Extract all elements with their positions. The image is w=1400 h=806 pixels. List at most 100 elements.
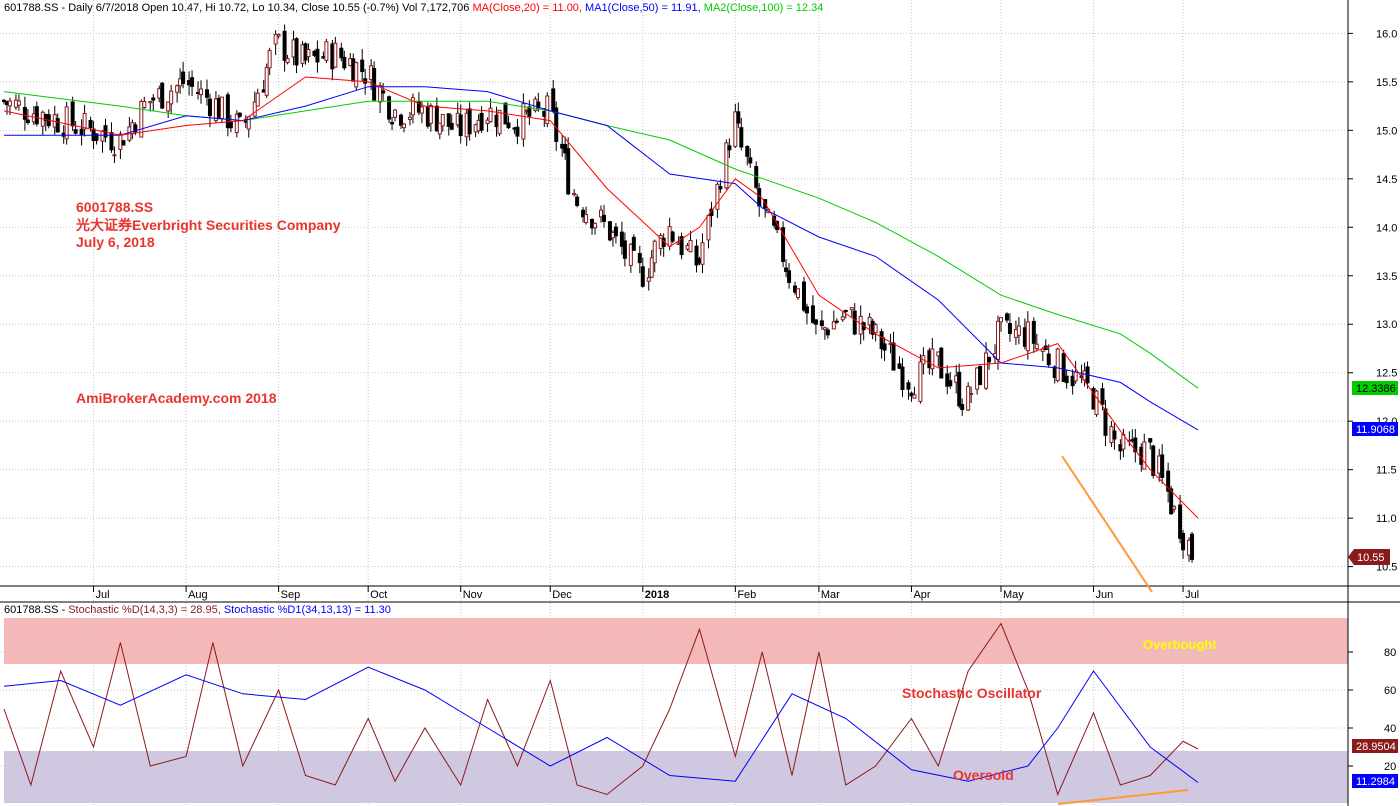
ma100-header-label: MA2(Close,100) = 12.34 — [704, 2, 824, 14]
annotation-date: July 6, 2018 — [76, 234, 155, 250]
ma50-value-text: 11.9068 — [1356, 424, 1395, 436]
candle-body — [1055, 348, 1060, 382]
candle-body — [393, 109, 398, 118]
candle-body — [148, 101, 153, 104]
candle-body — [739, 127, 744, 148]
price-tick-label: 15.0 — [1376, 125, 1397, 137]
candle-body — [727, 145, 732, 151]
candle-body — [1094, 390, 1099, 415]
candle-body — [410, 97, 415, 116]
candle-body — [631, 236, 636, 251]
candle-body — [584, 214, 589, 224]
candle-body — [566, 148, 571, 195]
candle-body — [1142, 441, 1147, 470]
candle-body — [360, 59, 365, 73]
candle-body — [2, 99, 6, 103]
candle-body — [354, 62, 359, 88]
candle-body — [401, 123, 406, 129]
candle-body — [527, 106, 532, 117]
candle-body — [160, 82, 165, 109]
close-value-text: 10.55 — [1357, 552, 1385, 564]
candle-body — [688, 240, 693, 253]
candle-body — [282, 30, 287, 61]
candle-body — [733, 111, 738, 147]
price-header-info: 601788.SS - Daily 6/7/2018 Open 10.47, H… — [4, 2, 469, 14]
annotation-ticker: 6001788.SS — [76, 199, 153, 215]
stochastic-d-header-label: Stochastic %D(14,3,3) = 28.95, — [68, 604, 221, 616]
candle-body — [1181, 533, 1186, 551]
candle-body — [700, 242, 705, 265]
candle-body — [912, 394, 917, 399]
candle-body — [255, 92, 260, 107]
candle-body — [715, 183, 720, 210]
candle-body — [873, 324, 878, 334]
annotation-overbought: Overbought — [1143, 637, 1217, 652]
ma50-line — [4, 86, 1199, 431]
candle-body — [748, 157, 753, 164]
close-value-tag: 10.55 — [1348, 549, 1390, 565]
date-tick-label: Aug — [188, 589, 208, 601]
candle-body — [819, 320, 824, 327]
ma100-value-text: 12.3386 — [1356, 383, 1396, 395]
candle-body — [998, 317, 1003, 323]
candle-body — [1172, 506, 1177, 510]
candle-body — [945, 373, 950, 387]
ma100-line — [3, 91, 1199, 389]
candle-body — [333, 42, 338, 68]
candle-body — [407, 116, 412, 120]
candle-body — [801, 281, 806, 311]
candle-body — [601, 214, 606, 222]
annotation-site: AmiBrokerAcademy.com 2018 — [76, 390, 277, 406]
candle-body — [679, 236, 684, 256]
date-tick-label: Sep — [281, 589, 301, 601]
stochastic-tick-label: 20 — [1384, 761, 1396, 773]
candle-body — [381, 90, 386, 94]
candle-body — [879, 331, 884, 350]
stochastic-uptrend-line — [1057, 789, 1189, 805]
candle-body — [599, 209, 603, 218]
candle-body — [324, 41, 329, 61]
candle-body — [440, 113, 445, 127]
candle-body — [619, 231, 624, 247]
candle-body — [1148, 438, 1153, 443]
candle-body — [822, 327, 827, 331]
candle-body — [670, 231, 675, 242]
candle-body — [22, 107, 27, 120]
candle-body — [1007, 322, 1012, 335]
candle-body — [267, 49, 272, 69]
candle-body — [637, 252, 642, 264]
price-tick-label: 14.5 — [1376, 174, 1397, 186]
candle-body — [984, 352, 989, 389]
candle-body — [784, 267, 789, 272]
candle-body — [285, 58, 290, 63]
candle-body — [73, 129, 78, 134]
candle-body — [79, 128, 84, 135]
stochastic-axis-ticks: 20 40 60 80 — [1348, 647, 1396, 773]
candle-body — [593, 222, 598, 229]
date-tick-label: Mar — [821, 589, 840, 601]
candle-body — [1061, 352, 1066, 382]
candle-body — [906, 382, 911, 390]
candle-body — [849, 307, 854, 311]
candle-body — [572, 192, 577, 196]
candle-body — [1103, 408, 1108, 436]
candle-body — [930, 348, 935, 370]
date-tick-label: Dec — [552, 589, 572, 601]
candle-body — [900, 366, 905, 391]
candle-body — [957, 371, 962, 407]
stochastic-header: 601788.SS - Stochastic %D(14,3,3) = 28.9… — [4, 604, 391, 616]
candle-body — [515, 126, 520, 137]
candle-body — [649, 257, 654, 278]
date-tick-label: Apr — [913, 589, 930, 601]
date-tick-label: Nov — [463, 589, 483, 601]
candle-body — [151, 97, 156, 101]
candle-body — [264, 67, 269, 96]
candle-body — [1160, 454, 1165, 478]
price-downtrend-line — [1061, 455, 1153, 593]
stochastic-tick-label: 40 — [1384, 723, 1396, 735]
candle-body — [133, 124, 138, 133]
candle-body — [840, 316, 845, 321]
candle-body — [706, 214, 711, 241]
